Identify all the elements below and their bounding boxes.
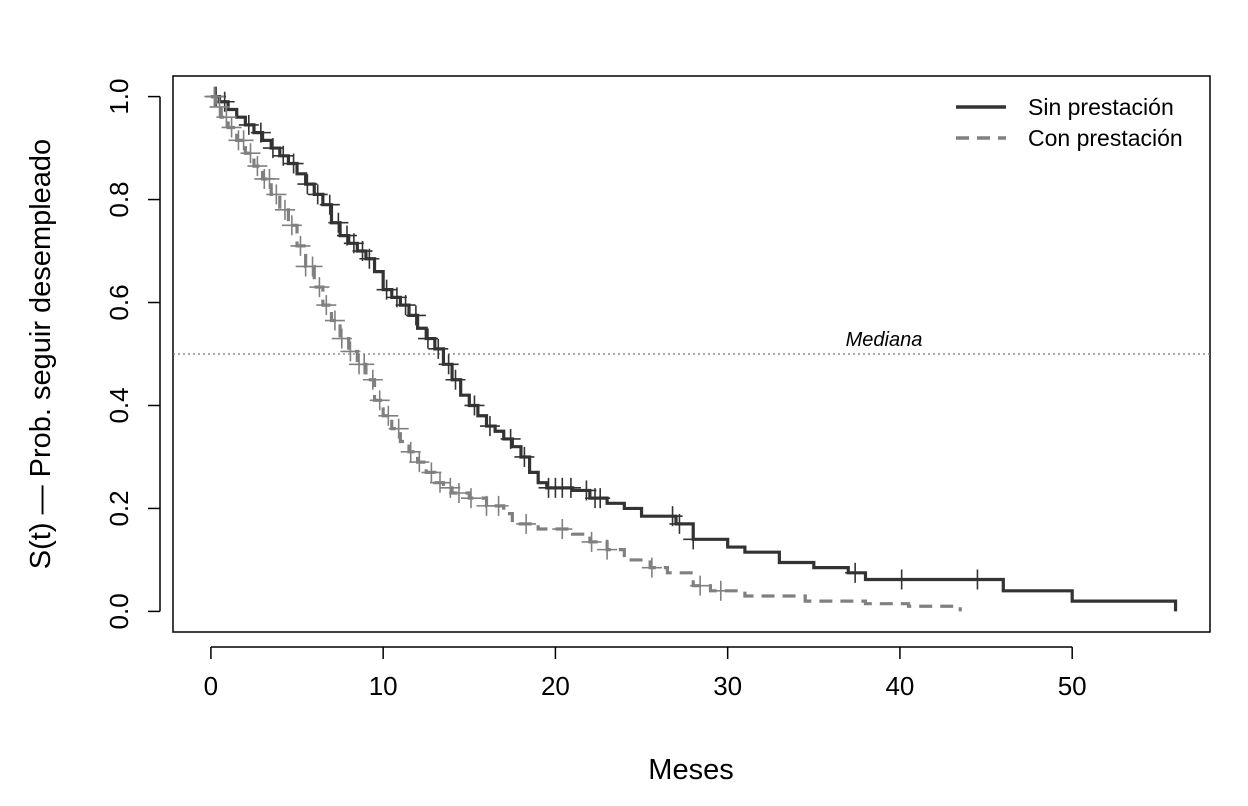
censor-mark-sin-prestacion-18 <box>405 305 426 326</box>
censor-mark-sin-prestacion-26 <box>514 446 535 467</box>
censor-mark-con-prestacion-29 <box>421 462 442 483</box>
censor-mark-con-prestacion-36 <box>516 513 537 534</box>
reference-layer: Mediana <box>173 329 1210 355</box>
x-axis-title: Meses <box>648 754 733 786</box>
x-tick-label-50: 50 <box>1058 671 1087 701</box>
median-label: Mediana <box>846 329 923 351</box>
censor-mark-con-prestacion-22 <box>354 354 375 375</box>
censor-mark-con-prestacion-13 <box>290 235 311 256</box>
censor-mark-sin-prestacion-7 <box>297 174 318 195</box>
censor-mark-sin-prestacion-23 <box>464 395 485 416</box>
censor-mark-con-prestacion-18 <box>324 310 345 331</box>
y-tick-label-0.2: 0.2 <box>104 490 134 526</box>
censor-mark-con-prestacion-41 <box>690 575 711 596</box>
censor-mark-sin-prestacion-4 <box>262 138 283 159</box>
censor-mark-sin-prestacion-25 <box>500 428 521 449</box>
censor-mark-con-prestacion-11 <box>274 199 295 220</box>
series-layer <box>204 86 1178 612</box>
series-line-con-prestacion <box>210 94 962 612</box>
censor-mark-sin-prestacion-33 <box>590 488 611 509</box>
censor-mark-con-prestacion-33 <box>461 488 482 509</box>
legend-label-sin-prestacion: Sin prestación <box>1028 94 1174 120</box>
censor-mark-con-prestacion-25 <box>378 405 399 426</box>
censor-mark-sin-prestacion-17 <box>395 295 416 316</box>
censor-mark-sin-prestacion-16 <box>386 287 407 308</box>
censor-mark-con-prestacion-42 <box>710 580 731 601</box>
censor-mark-con-prestacion-27 <box>400 441 421 462</box>
censor-mark-con-prestacion-30 <box>430 472 451 493</box>
censor-mark-con-prestacion-37 <box>552 519 573 540</box>
censor-mark-con-prestacion-16 <box>309 277 330 298</box>
censor-mark-sin-prestacion-1 <box>214 91 235 112</box>
censor-mark-con-prestacion-38 <box>581 531 602 552</box>
censor-mark-sin-prestacion-9 <box>319 194 340 215</box>
x-tick-label-0: 0 <box>204 671 218 701</box>
censor-mark-sin-prestacion-21 <box>438 354 459 375</box>
censor-mark-sin-prestacion-24 <box>479 416 500 437</box>
censor-mark-con-prestacion-20 <box>340 341 361 362</box>
x-tick-label-20: 20 <box>541 671 570 701</box>
censor-mark-sin-prestacion-10 <box>328 212 349 233</box>
censor-mark-con-prestacion-7 <box>247 156 268 177</box>
x-tick-label-10: 10 <box>369 671 398 701</box>
censor-mark-con-prestacion-23 <box>362 369 383 390</box>
censor-mark-con-prestacion-5 <box>233 130 254 151</box>
censor-mark-sin-prestacion-36 <box>683 529 704 550</box>
legend-label-con-prestacion: Con prestación <box>1028 125 1183 151</box>
axis-layer: 0 10 20 30 40 50 0.0 0.2 0.4 0.6 0.8 1.0 <box>104 79 1087 701</box>
censor-mark-con-prestacion-3 <box>221 117 242 138</box>
censor-mark-con-prestacion-35 <box>488 495 509 516</box>
censor-mark-sin-prestacion-8 <box>307 184 328 205</box>
censor-mark-con-prestacion-31 <box>440 477 461 498</box>
censor-mark-con-prestacion-1 <box>209 96 230 117</box>
censor-mark-sin-prestacion-15 <box>376 279 397 300</box>
censor-mark-sin-prestacion-12 <box>343 233 364 254</box>
censor-mark-sin-prestacion-31 <box>576 480 597 501</box>
censor-mark-con-prestacion-15 <box>302 256 323 277</box>
censor-mark-con-prestacion-24 <box>369 390 390 411</box>
censor-mark-sin-prestacion-14 <box>359 248 380 269</box>
censor-mark-sin-prestacion-19 <box>417 328 438 349</box>
censor-mark-con-prestacion-28 <box>409 452 430 473</box>
censor-mark-con-prestacion-12 <box>281 215 302 236</box>
censor-mark-con-prestacion-26 <box>388 418 409 439</box>
censor-mark-sin-prestacion-20 <box>428 338 449 359</box>
censor-mark-con-prestacion-10 <box>266 184 287 205</box>
censor-mark-con-prestacion-6 <box>240 143 261 164</box>
x-tick-label-30: 30 <box>713 671 742 701</box>
y-tick-label-0.6: 0.6 <box>104 284 134 320</box>
censor-mark-sin-prestacion-39 <box>967 569 988 590</box>
censor-mark-con-prestacion-40 <box>641 557 662 578</box>
censor-mark-sin-prestacion-37 <box>845 562 866 583</box>
censor-mark-sin-prestacion-3 <box>250 122 271 143</box>
censor-mark-con-prestacion-19 <box>331 328 352 349</box>
censor-mark-con-prestacion-17 <box>316 295 337 316</box>
y-tick-label-0.8: 0.8 <box>104 181 134 217</box>
censor-mark-con-prestacion-2 <box>216 107 237 128</box>
y-axis-title: S(t) — Prob. seguir desempleado <box>25 139 57 569</box>
y-tick-label-0: 0.0 <box>104 593 134 629</box>
censor-mark-con-prestacion-39 <box>597 539 618 560</box>
censor-mark-sin-prestacion-5 <box>273 145 294 166</box>
censor-mark-sin-prestacion-30 <box>560 477 581 498</box>
censor-mark-con-prestacion-32 <box>448 483 469 503</box>
x-tick-label-40: 40 <box>885 671 914 701</box>
censor-mark-con-prestacion-9 <box>259 168 280 189</box>
censor-mark-sin-prestacion-2 <box>238 114 259 135</box>
y-tick-label-1: 1.0 <box>104 79 134 115</box>
censor-mark-con-prestacion-0 <box>204 86 225 107</box>
y-tick-label-0.4: 0.4 <box>104 387 134 423</box>
censor-mark-sin-prestacion-22 <box>445 369 466 390</box>
legend: Sin prestación Con prestación <box>956 94 1183 151</box>
censor-mark-sin-prestacion-6 <box>283 153 304 174</box>
censor-mark-sin-prestacion-38 <box>891 569 912 590</box>
censor-mark-sin-prestacion-35 <box>669 513 690 534</box>
